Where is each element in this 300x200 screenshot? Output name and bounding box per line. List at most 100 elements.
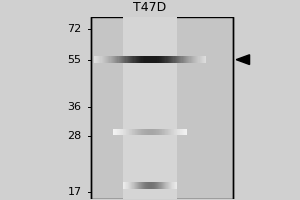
Bar [172, 56, 173, 63]
Bar [144, 129, 145, 135]
Bar [170, 182, 171, 189]
Bar [141, 182, 142, 189]
Bar [182, 129, 183, 135]
Text: T47D: T47D [134, 1, 166, 14]
Bar [184, 56, 185, 63]
Bar [105, 56, 106, 63]
Bar [178, 56, 179, 63]
Bar [150, 129, 151, 135]
Bar [154, 182, 155, 189]
Bar [160, 129, 161, 135]
Bar [168, 56, 169, 63]
Bar [195, 56, 196, 63]
Bar [127, 56, 128, 63]
Bar [115, 56, 116, 63]
Bar [203, 56, 204, 63]
Bar [148, 56, 149, 63]
Bar [171, 56, 172, 63]
Bar [146, 182, 147, 189]
Bar [130, 129, 131, 135]
Bar [124, 182, 125, 189]
Bar [138, 129, 139, 135]
Bar [165, 129, 166, 135]
Bar [193, 56, 194, 63]
Bar [135, 182, 136, 189]
Bar [120, 129, 121, 135]
Bar [169, 182, 170, 189]
Bar [151, 182, 152, 189]
Bar [112, 56, 113, 63]
Bar [128, 56, 129, 63]
Bar [125, 182, 126, 189]
Bar [111, 56, 112, 63]
Bar [152, 182, 153, 189]
Bar [143, 182, 144, 189]
Bar [130, 56, 131, 63]
Bar [138, 182, 139, 189]
Bar [96, 56, 97, 63]
Bar [123, 182, 124, 189]
Bar [177, 56, 178, 63]
Bar [104, 56, 105, 63]
Bar [113, 56, 114, 63]
Bar [184, 129, 185, 135]
Bar [141, 56, 142, 63]
Bar [142, 182, 143, 189]
Bar [200, 56, 201, 63]
Bar [164, 182, 165, 189]
Bar [166, 129, 167, 135]
Bar [142, 129, 143, 135]
Bar [97, 56, 98, 63]
Bar [163, 56, 164, 63]
Bar [94, 56, 95, 63]
Bar [153, 129, 154, 135]
Bar [114, 56, 115, 63]
Bar [118, 56, 120, 63]
Bar [170, 56, 171, 63]
Bar [185, 56, 186, 63]
Bar [122, 56, 123, 63]
Bar [167, 56, 168, 63]
Bar [144, 56, 145, 63]
Bar [134, 129, 135, 135]
Bar [116, 129, 117, 135]
Bar [180, 129, 181, 135]
Bar [188, 56, 189, 63]
Text: 17: 17 [68, 187, 82, 197]
Bar [118, 56, 119, 63]
Bar [147, 182, 148, 189]
Bar [168, 129, 169, 135]
Bar [180, 56, 181, 63]
Bar [183, 129, 184, 135]
Bar [131, 56, 132, 63]
Bar [205, 56, 206, 63]
Bar [171, 182, 172, 189]
Bar [136, 56, 137, 63]
Bar [107, 56, 108, 63]
Bar [121, 56, 122, 63]
Bar [175, 182, 176, 189]
Bar [140, 182, 141, 189]
Bar [186, 129, 187, 135]
Bar [178, 129, 179, 135]
Bar [158, 56, 159, 63]
Bar [190, 56, 192, 63]
Bar [156, 56, 158, 63]
Bar [140, 129, 141, 135]
Bar [182, 56, 184, 63]
Bar [171, 129, 172, 135]
Bar [156, 182, 157, 189]
Bar [147, 56, 148, 63]
Bar [134, 56, 135, 63]
Bar [179, 129, 180, 135]
Bar [108, 56, 110, 63]
Bar [133, 182, 134, 189]
Bar [158, 129, 159, 135]
Bar [159, 56, 160, 63]
Bar [91, 17, 233, 199]
Bar [181, 129, 182, 135]
Bar [154, 56, 155, 63]
Bar [131, 182, 132, 189]
Bar [164, 56, 165, 63]
Bar [146, 129, 147, 135]
